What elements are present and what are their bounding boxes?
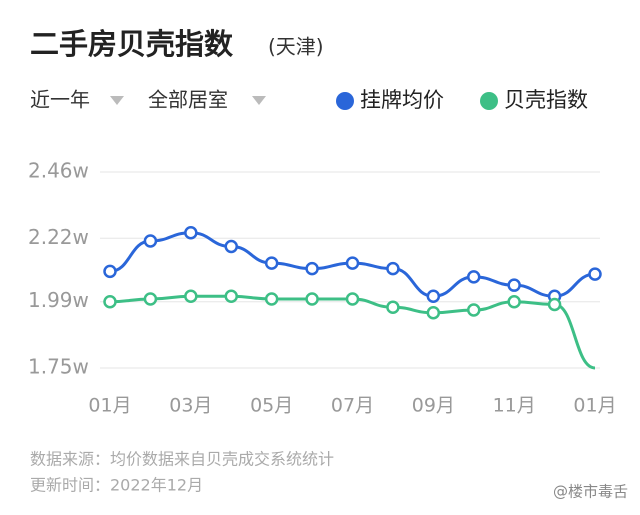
data-point bbox=[264, 292, 279, 306]
data-point bbox=[143, 292, 158, 306]
legend-label: 贝壳指数 bbox=[504, 88, 588, 112]
y-tick-label: 2.22w bbox=[28, 225, 89, 249]
data-point bbox=[305, 261, 319, 276]
data-point bbox=[103, 264, 117, 279]
data-point bbox=[305, 292, 319, 306]
y-tick-label: 2.46w bbox=[28, 159, 89, 183]
filter-period[interactable]: 近一年 bbox=[30, 88, 90, 112]
filter-rooms[interactable]: 全部居室 bbox=[148, 88, 228, 112]
data-point bbox=[426, 306, 441, 320]
y-tick-label: 1.75w bbox=[28, 355, 89, 379]
data-point bbox=[345, 256, 360, 270]
x-tick-label: 05月 bbox=[250, 395, 293, 417]
data-point bbox=[547, 297, 562, 312]
data-point bbox=[184, 289, 198, 303]
data-point bbox=[345, 292, 360, 306]
data-point bbox=[507, 294, 521, 309]
data-point bbox=[467, 303, 481, 317]
data-point bbox=[224, 239, 238, 254]
x-tick-label: 01月 bbox=[88, 395, 131, 417]
data-point bbox=[224, 289, 238, 303]
legend-marker bbox=[336, 92, 354, 110]
chart-subtitle: (天津) bbox=[268, 35, 324, 59]
dropdown-arrow[interactable] bbox=[110, 96, 124, 105]
data-point bbox=[426, 289, 441, 303]
x-tick-label: 07月 bbox=[331, 395, 374, 417]
data-point bbox=[386, 300, 400, 315]
x-tick-label: 01月 bbox=[573, 395, 616, 417]
dropdown-arrow[interactable] bbox=[252, 96, 266, 105]
data-point bbox=[588, 267, 602, 281]
data-point bbox=[467, 270, 481, 284]
data-point bbox=[184, 225, 198, 240]
data-point bbox=[264, 256, 279, 270]
chart-title: 二手房贝壳指数 bbox=[30, 27, 234, 61]
data-point bbox=[143, 234, 158, 248]
x-tick-label: 11月 bbox=[493, 395, 536, 417]
legend-marker bbox=[480, 92, 498, 110]
data-point bbox=[507, 278, 521, 292]
data-point bbox=[386, 261, 400, 276]
data-point bbox=[103, 294, 117, 309]
legend-label: 挂牌均价 bbox=[360, 88, 444, 112]
y-tick-label: 1.99w bbox=[28, 288, 89, 312]
x-tick-label: 09月 bbox=[412, 395, 455, 417]
source-note: 数据来源：均价数据来自贝壳成交系统统计 bbox=[30, 450, 334, 469]
watermark: @楼市毒舌 bbox=[553, 483, 628, 501]
x-tick-label: 03月 bbox=[169, 395, 212, 417]
update-note: 更新时间：2022年12月 bbox=[30, 476, 203, 495]
